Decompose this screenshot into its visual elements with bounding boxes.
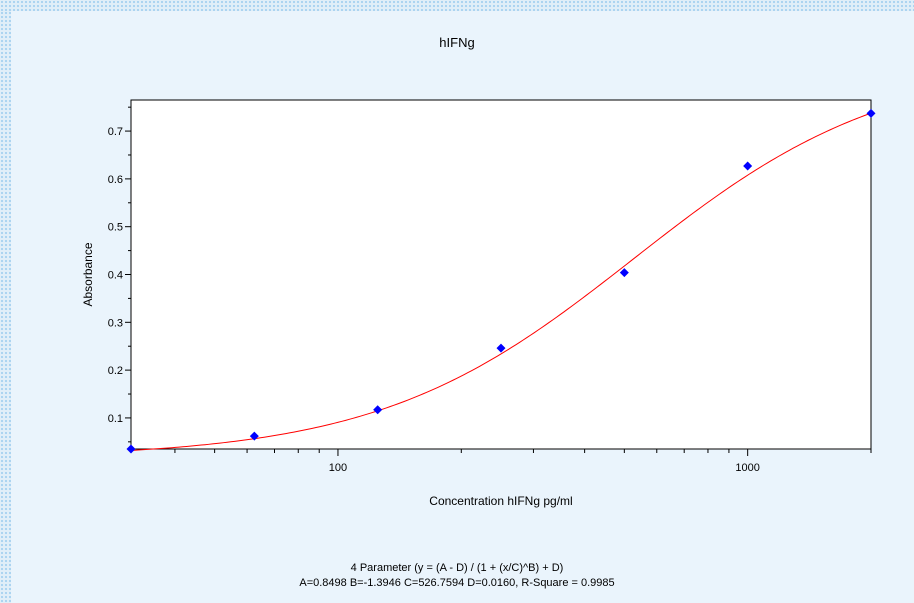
window-border-left (0, 11, 11, 603)
data-point (126, 444, 136, 454)
chart-title: hIFNg (439, 35, 475, 50)
data-point (249, 431, 259, 441)
y-tick-label: 0.5 (108, 222, 123, 234)
y-axis: 0.1 0.2 0.3 0.4 0.5 0.6 0.7 (108, 106, 131, 443)
y-tick-label: 0.4 (108, 270, 123, 282)
data-point (866, 108, 876, 118)
fit-equation-model: 4 Parameter (y = (A - D) / (1 + (x/C)^B)… (350, 562, 564, 574)
x-tick-label: 1000 (735, 462, 759, 474)
x-axis: 100 1000 (174, 449, 872, 474)
plot-area (130, 99, 872, 450)
fit-equation: 4 Parameter (y = (A - D) / (1 + (x/C)^B)… (0, 561, 914, 591)
y-tick-label: 0.6 (108, 174, 123, 186)
x-axis-label: Concentration hIFNg pg/ml (429, 494, 572, 508)
window-border-top (0, 0, 914, 11)
data-point (619, 268, 629, 278)
data-points (126, 108, 876, 454)
y-tick-label: 0.1 (108, 413, 123, 425)
y-tick-label: 0.3 (108, 317, 123, 329)
data-point (496, 343, 506, 353)
data-point (743, 161, 753, 171)
y-tick-label: 0.2 (108, 365, 123, 377)
y-tick-label: 0.7 (108, 126, 123, 138)
x-tick-label: 100 (329, 462, 347, 474)
data-point (373, 405, 383, 415)
fit-equation-parameters: A=0.8498 B=-1.3946 C=526.7594 D=0.0160, … (299, 577, 615, 589)
y-axis-label: Absorbance (81, 242, 95, 306)
